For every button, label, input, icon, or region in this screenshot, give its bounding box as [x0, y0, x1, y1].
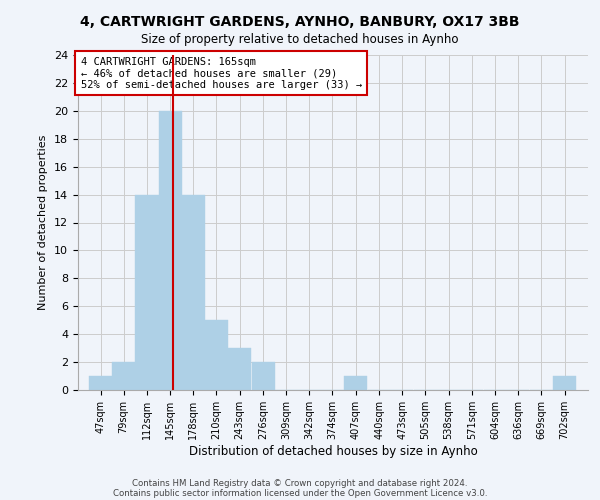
- Text: 4, CARTWRIGHT GARDENS, AYNHO, BANBURY, OX17 3BB: 4, CARTWRIGHT GARDENS, AYNHO, BANBURY, O…: [80, 15, 520, 29]
- Y-axis label: Number of detached properties: Number of detached properties: [38, 135, 49, 310]
- Text: 4 CARTWRIGHT GARDENS: 165sqm
← 46% of detached houses are smaller (29)
52% of se: 4 CARTWRIGHT GARDENS: 165sqm ← 46% of de…: [80, 56, 362, 90]
- Bar: [205, 320, 228, 390]
- Bar: [159, 111, 182, 390]
- Text: Contains public sector information licensed under the Open Government Licence v3: Contains public sector information licen…: [113, 488, 487, 498]
- Bar: [136, 194, 158, 390]
- Bar: [112, 362, 135, 390]
- Text: Contains HM Land Registry data © Crown copyright and database right 2024.: Contains HM Land Registry data © Crown c…: [132, 478, 468, 488]
- X-axis label: Distribution of detached houses by size in Aynho: Distribution of detached houses by size …: [188, 444, 478, 458]
- Text: Size of property relative to detached houses in Aynho: Size of property relative to detached ho…: [141, 32, 459, 46]
- Bar: [344, 376, 367, 390]
- Bar: [89, 376, 112, 390]
- Bar: [228, 348, 251, 390]
- Bar: [553, 376, 576, 390]
- Bar: [251, 362, 275, 390]
- Bar: [182, 194, 205, 390]
